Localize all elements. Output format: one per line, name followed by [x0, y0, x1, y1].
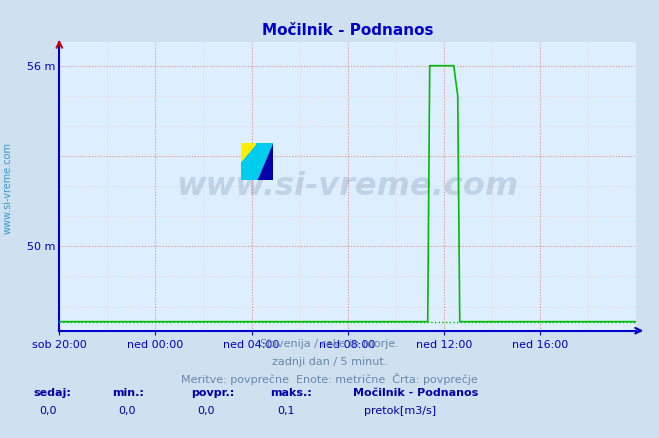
Text: pretok[m3/s]: pretok[m3/s]: [364, 406, 436, 416]
Polygon shape: [257, 143, 273, 180]
Text: Slovenija / reke in morje.: Slovenija / reke in morje.: [260, 339, 399, 350]
Text: 0,0: 0,0: [40, 406, 57, 416]
Polygon shape: [241, 143, 257, 180]
Text: 0,0: 0,0: [198, 406, 215, 416]
Text: povpr.:: povpr.:: [191, 389, 235, 399]
Text: zadnji dan / 5 minut.: zadnji dan / 5 minut.: [272, 357, 387, 367]
Text: maks.:: maks.:: [270, 389, 312, 399]
Text: www.si-vreme.com: www.si-vreme.com: [3, 142, 13, 234]
Polygon shape: [241, 143, 257, 162]
Text: 0,1: 0,1: [277, 406, 295, 416]
Text: min.:: min.:: [112, 389, 144, 399]
Polygon shape: [257, 143, 273, 180]
Polygon shape: [241, 143, 257, 180]
Polygon shape: [241, 143, 257, 162]
Text: Močilnik - Podnanos: Močilnik - Podnanos: [353, 389, 478, 399]
Text: sedaj:: sedaj:: [33, 389, 71, 399]
Text: www.si-vreme.com: www.si-vreme.com: [177, 171, 519, 201]
Text: 0,0: 0,0: [119, 406, 136, 416]
Title: Močilnik - Podnanos: Močilnik - Podnanos: [262, 23, 434, 38]
Text: Meritve: povprečne  Enote: metrične  Črta: povprečje: Meritve: povprečne Enote: metrične Črta:…: [181, 373, 478, 385]
